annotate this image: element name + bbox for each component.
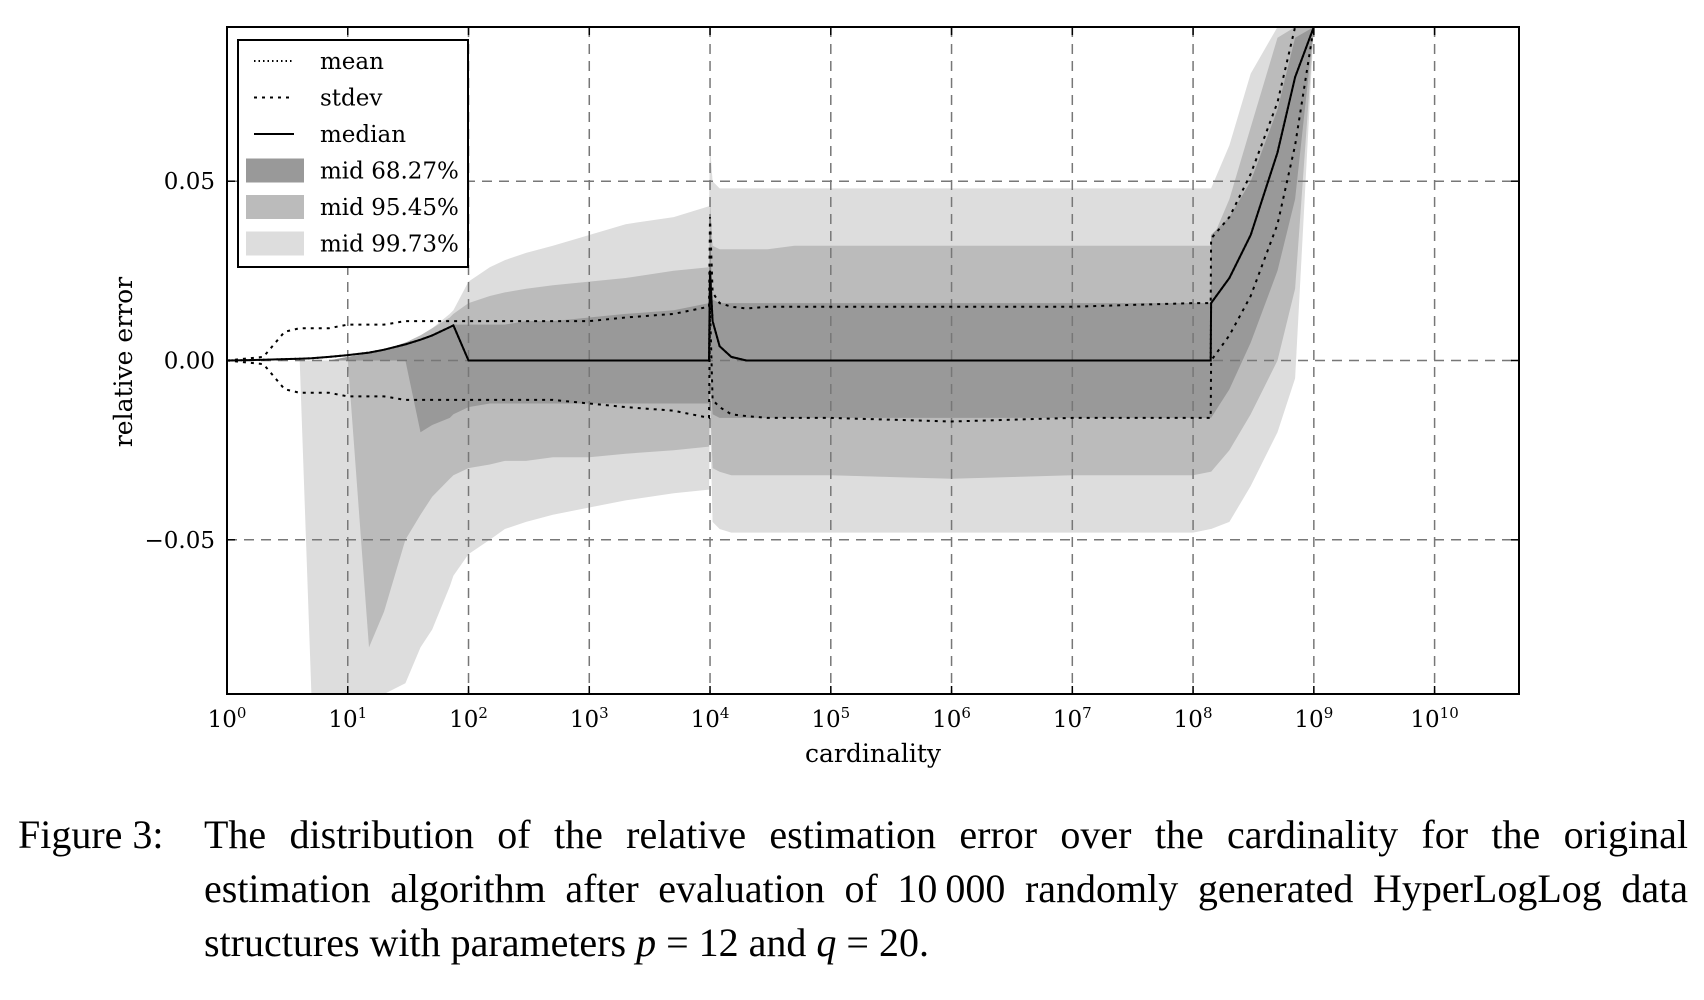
legend-label-stdev: stdev: [320, 86, 382, 112]
figure-caption: Figure 3: The distribution of the relati…: [18, 808, 1688, 970]
x-tick-label: 100: [208, 704, 247, 733]
caption-rel-q: = 20.: [836, 920, 929, 965]
legend: mean stdev median mid 68.27% mid 95.45% mid 9…: [237, 39, 469, 268]
x-axis-label: cardinality: [805, 739, 942, 768]
x-tick-label: 102: [449, 704, 488, 733]
x-tick-label: 107: [1053, 704, 1092, 733]
statistic-lines: [227, 27, 1336, 423]
legend-swatch-mid-95-45: [246, 195, 304, 219]
legend-label-mid-99-73: mid 99.73%: [320, 232, 459, 258]
x-tick-label: 101: [328, 704, 367, 733]
legend-label-mid-68-27: mid 68.27%: [320, 159, 459, 185]
y-axis-label: relative error: [109, 277, 138, 447]
stdev-upper-line: [227, 27, 1336, 362]
legend-swatch-mid-68-27: [246, 158, 304, 183]
legend-swatch-mid-99-73: [246, 231, 304, 256]
legend-label-mid-95-45: mid 95.45%: [320, 195, 459, 221]
caption-rel-p: = 12 and: [656, 920, 817, 965]
median-line: [227, 27, 1336, 362]
axis-ticks: 100 101 102 103 104 105 106 107 108 109 1010 0.05 0.…: [145, 27, 1519, 733]
figure: 100 101 102 103 104 105 106 107 108 109 1010 0.05 0.…: [109, 26, 1520, 768]
band-mid-68-27: [227, 27, 1336, 433]
y-tick-label: 0.00: [164, 349, 215, 375]
x-tick-label: 104: [691, 704, 730, 733]
y-tick-label: −0.05: [145, 528, 215, 554]
caption-label: Figure 3:: [18, 812, 164, 857]
caption-text: The distribution of the relative estimat…: [204, 808, 1688, 970]
x-tick-label: 105: [811, 704, 850, 733]
x-tick-label: 103: [570, 704, 609, 733]
caption-body: The distribution of the relative estimat…: [204, 812, 1688, 965]
x-tick-label: 108: [1174, 704, 1213, 733]
x-tick-label: 106: [932, 704, 971, 733]
y-tick-label: 0.05: [164, 169, 215, 195]
x-tick-label: 109: [1294, 704, 1333, 733]
caption-var-q: q: [816, 920, 837, 965]
caption-var-p: p: [636, 920, 657, 965]
legend-label-median: median: [320, 122, 406, 148]
legend-label-mean: mean: [320, 49, 384, 75]
legend-frame: [237, 39, 469, 268]
x-tick-label: 1010: [1410, 704, 1458, 733]
